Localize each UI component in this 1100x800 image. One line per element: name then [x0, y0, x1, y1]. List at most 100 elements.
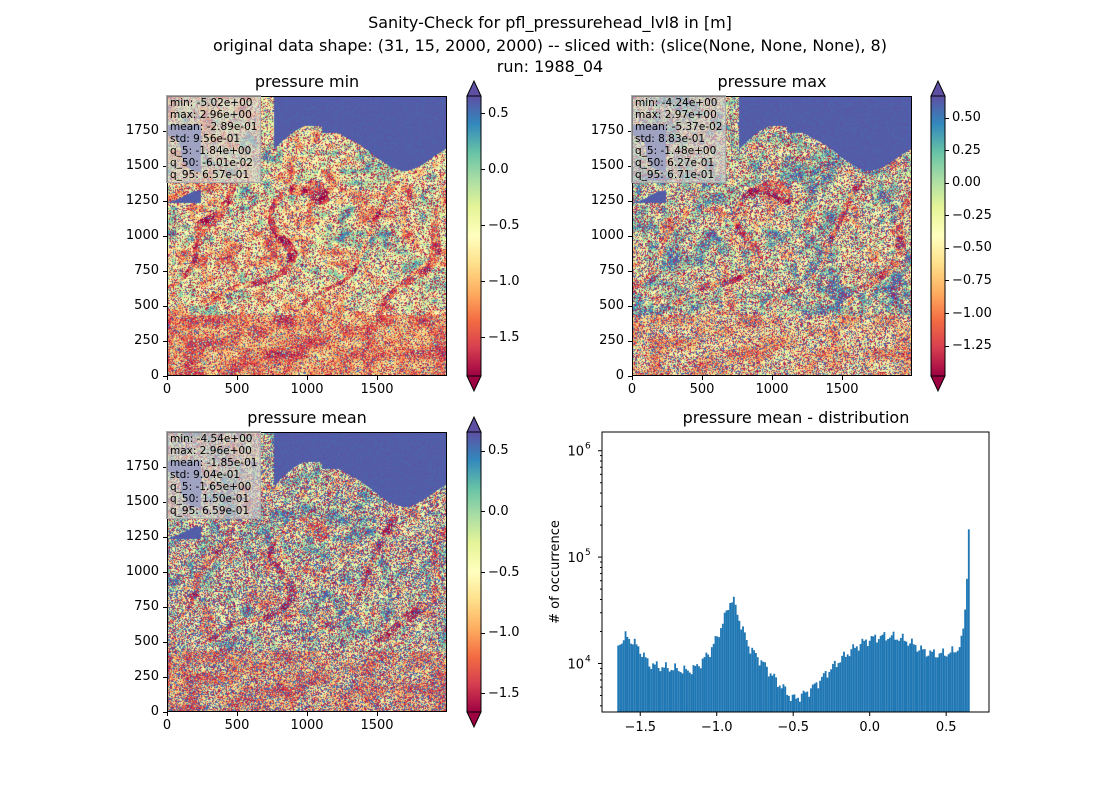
stats-line: q_95: 6.71e-01: [635, 169, 715, 181]
colorbar-tick-label: −1.25: [952, 338, 992, 354]
histogram-bar: [898, 640, 900, 712]
colorbar-tick-label: −0.5: [488, 217, 520, 233]
histogram-bar: [942, 648, 945, 712]
histogram-bar: [773, 673, 776, 712]
histogram-bar: [782, 684, 785, 712]
histogram-bar: [810, 688, 812, 712]
histogram-bar: [665, 662, 667, 712]
histogram-bar: [760, 660, 763, 712]
histogram-bar: [883, 632, 886, 712]
stats-line: min: -5.02e+00: [170, 97, 253, 109]
y-tick-label: 1500: [125, 494, 159, 509]
colorbar-tick-label: −0.50: [952, 240, 992, 256]
colorbar-gradient: [931, 96, 945, 376]
colorbar-extend-bottom: [930, 375, 946, 393]
y-tick-mark: [628, 200, 632, 202]
histogram-bar: [668, 671, 671, 712]
histogram-bar: [641, 657, 643, 712]
y-tick-label: 1250: [125, 193, 159, 208]
histogram-bar: [642, 652, 645, 712]
y-tick-mark: [628, 235, 632, 237]
histogram-bar: [920, 645, 923, 712]
x-tick-label: 1000: [290, 718, 324, 733]
histogram-bar: [712, 643, 715, 712]
colorbar-tick-mark: [945, 280, 949, 282]
x-tick-label: 500: [224, 718, 250, 733]
histogram-bar: [635, 644, 638, 712]
histogram-bar: [692, 665, 695, 712]
colorbar-tick-mark: [481, 693, 485, 695]
y-tick-label: 1750: [125, 123, 159, 138]
histogram-bar: [839, 662, 842, 712]
histogram-bar: [865, 639, 867, 712]
y-tick-label: 1250: [125, 529, 159, 544]
histogram-bar: [788, 695, 790, 712]
y-tick-label: 250: [134, 333, 159, 348]
histogram-bar: [742, 626, 744, 712]
histogram-bar: [648, 666, 651, 712]
y-tick-label: 1500: [590, 158, 624, 173]
histogram-bar: [696, 664, 699, 712]
x-tick-label: 500: [224, 382, 250, 397]
y-tick-mark: [163, 270, 167, 272]
stats-line: q_5: -1.65e+00: [170, 481, 252, 493]
histogram-bar: [892, 631, 895, 712]
colorbar-tick-mark: [481, 450, 485, 452]
histogram-bar: [775, 677, 777, 712]
histogram-bar: [850, 649, 853, 712]
y-tick-mark: [163, 305, 167, 307]
y-tick-label: 1250: [590, 193, 624, 208]
histogram-bar: [644, 657, 647, 712]
histogram-bar: [683, 665, 686, 712]
histogram-bar: [890, 635, 893, 712]
colorbar-tick-mark: [481, 632, 485, 634]
y-tick-mark: [163, 165, 167, 167]
histogram-bar: [709, 657, 711, 712]
histogram-bar: [666, 668, 669, 712]
y-tick-mark: [628, 165, 632, 167]
colorbar-tick-label: 0.25: [952, 142, 981, 158]
histogram-bar: [907, 645, 910, 712]
histogram-bar: [848, 656, 851, 712]
histogram-bar: [619, 644, 621, 712]
histogram-bar: [780, 688, 783, 712]
colorbar-tick-mark: [481, 337, 485, 339]
x-tick-label: 0: [162, 718, 172, 733]
colorbar-gradient: [467, 432, 481, 712]
y-tick-label: 1500: [125, 158, 159, 173]
stats-box: min: -4.24e+00 max: 2.97e+00 mean: -5.37e-…: [631, 95, 727, 183]
histogram-bar: [749, 653, 752, 712]
histogram-bar: [707, 654, 710, 712]
x-tick-mark: [771, 376, 773, 380]
histogram-bar: [738, 620, 741, 712]
histogram-bar: [951, 646, 954, 712]
histogram-bar: [811, 684, 814, 712]
histogram-bar: [663, 667, 666, 712]
histogram-bar: [819, 680, 822, 712]
stats-line: mean: -5.37e-02: [635, 121, 723, 133]
y-tick-mark: [163, 200, 167, 202]
y-tick-mark: [163, 375, 167, 377]
histogram-bar: [795, 698, 798, 712]
y-tick-mark: [163, 711, 167, 713]
stats-box: min: -5.02e+00 max: 2.96e+00 mean: -2.89e-…: [166, 95, 262, 183]
panel-title: pressure mean: [247, 408, 367, 427]
colorbar-extend-top: [466, 79, 482, 97]
x-tick-mark: [631, 376, 633, 380]
histogram-bar: [899, 637, 902, 712]
histogram-bar: [698, 666, 700, 712]
stats-box: min: -4.54e+00 max: 2.96e+00 mean: -1.85e-…: [166, 431, 262, 519]
histogram-bar: [670, 669, 673, 712]
histogram-bar: [740, 629, 743, 712]
hist-y-tick-exponent: 5: [585, 548, 591, 558]
y-tick-mark: [163, 466, 167, 468]
colorbar: [466, 415, 482, 729]
stats-line: max: 2.97e+00: [635, 109, 717, 121]
histogram-bar: [947, 654, 950, 712]
colorbar-frame: [930, 95, 946, 377]
stats-line: q_50: -6.01e-02: [170, 157, 253, 169]
histogram-bar: [622, 640, 625, 712]
y-tick-mark: [163, 501, 167, 503]
histogram-bar: [710, 647, 713, 712]
stats-line: q_5: -1.84e+00: [170, 145, 252, 157]
